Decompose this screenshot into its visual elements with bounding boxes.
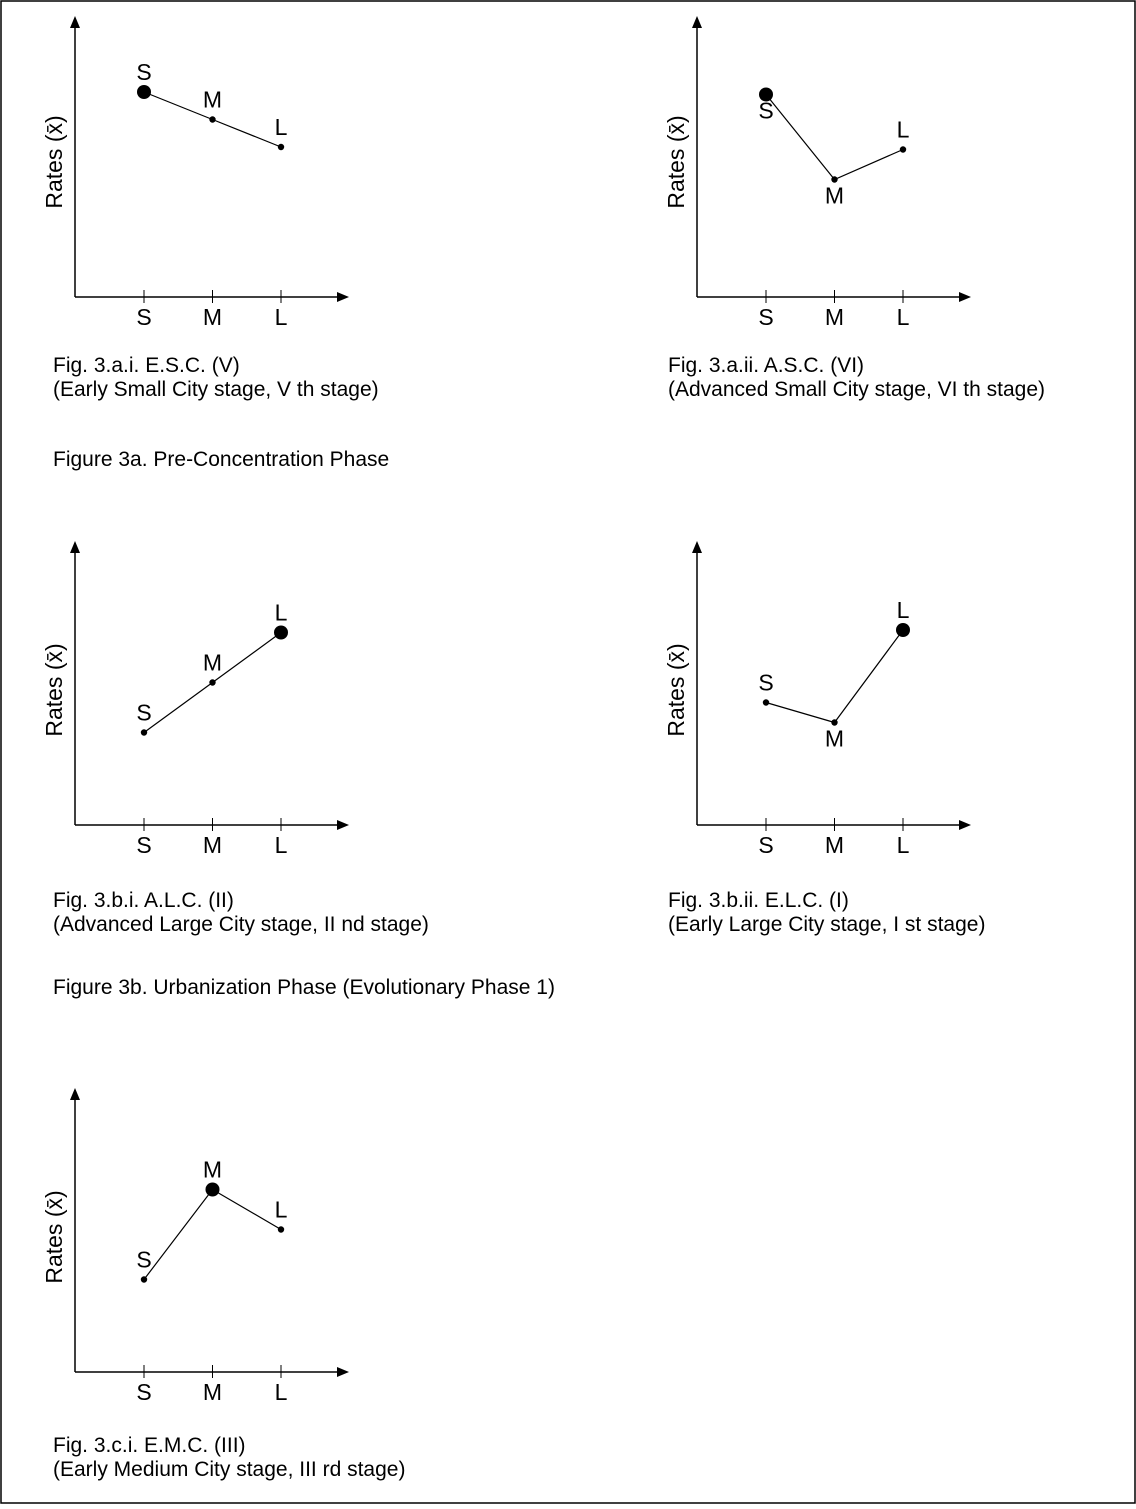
x-tick-label-s: S — [136, 304, 151, 330]
data-point-s — [762, 699, 770, 706]
x-tick-label-l: L — [275, 832, 288, 858]
data-point-s — [140, 729, 148, 736]
caption-title: Fig. 3.a.i. E.S.C. (V) — [53, 354, 240, 377]
y-axis-arrow — [692, 16, 702, 28]
x-tick-label-l: L — [275, 1379, 288, 1405]
point-label-m: M — [825, 726, 844, 752]
caption-title: Fig. 3.b.ii. E.L.C. (I) — [668, 889, 849, 912]
figure-caption-4: Fig. 3.b.ii. E.L.C. (I) (Early Large City… — [668, 889, 985, 937]
y-axis-arrow — [70, 16, 80, 28]
figure-caption-3: Fig. 3.b.i. A.L.C. (II) (Advanced Large C… — [53, 889, 429, 937]
point-label-l: L — [275, 1197, 288, 1223]
series-line — [143, 1188, 282, 1280]
point-label-m: M — [203, 87, 222, 113]
point-label-s: S — [758, 98, 773, 124]
x-tick-label-m: M — [203, 832, 222, 858]
data-point-m — [831, 176, 838, 183]
caption-title: Fig. 3.a.ii. A.S.C. (VI) — [668, 354, 865, 377]
chart-panel-4: Rates (x̄) S M L S M L — [663, 541, 971, 858]
x-axis-arrow — [959, 292, 971, 302]
caption-subtitle: (Advanced Small City stage, VI th stage) — [668, 378, 1046, 401]
point-label-m: M — [825, 183, 844, 209]
data-point-m — [209, 116, 216, 123]
data-point-s — [137, 85, 151, 99]
x-tick-label-s: S — [758, 304, 773, 330]
x-axis-arrow — [337, 292, 349, 302]
point-label-s: S — [136, 59, 151, 85]
y-axis-arrow — [692, 541, 702, 553]
point-label-l: L — [275, 114, 288, 140]
data-point-m — [205, 1182, 220, 1197]
phase-title-3a: Figure 3a. Pre-Concentration Phase — [53, 448, 390, 471]
point-label-s: S — [136, 1247, 151, 1273]
figure-caption-1: Fig. 3.a.i. E.S.C. (V) (Early Small City … — [53, 354, 379, 402]
data-point-l — [274, 625, 288, 640]
series-line — [765, 94, 904, 181]
data-point-m — [209, 679, 216, 686]
x-tick-label-s: S — [136, 832, 151, 858]
x-tick-label-m: M — [203, 1379, 222, 1405]
phase-title-3b: Figure 3b. Urbanization Phase (Evolution… — [53, 976, 555, 999]
x-tick-label-m: M — [203, 304, 222, 330]
caption-subtitle: (Advanced Large City stage, II nd stage) — [53, 913, 429, 936]
x-axis-arrow — [337, 820, 349, 830]
caption-title: Fig. 3.b.i. A.L.C. (II) — [53, 889, 234, 912]
x-tick-label-l: L — [897, 832, 910, 858]
x-tick-label-m: M — [825, 832, 844, 858]
x-tick-label-s: S — [136, 1379, 151, 1405]
data-point-s — [140, 1276, 148, 1283]
figure-caption-5: Fig. 3.c.i. E.M.C. (III) (Early Medium Ci… — [53, 1434, 405, 1482]
y-axis-label: Rates (x̄) — [41, 115, 67, 208]
y-axis-arrow — [70, 1088, 80, 1100]
x-axis-arrow — [337, 1367, 349, 1377]
caption-subtitle: (Early Small City stage, V th stage) — [53, 378, 379, 401]
caption-subtitle: (Early Large City stage, I st stage) — [668, 913, 986, 936]
data-point-l — [277, 143, 285, 151]
data-point-s — [759, 87, 773, 102]
x-tick-label-l: L — [897, 304, 910, 330]
data-point-l — [899, 146, 907, 153]
series-line — [765, 629, 904, 724]
figure-caption-2: Fig. 3.a.ii. A.S.C. (VI) (Advanced Small … — [668, 354, 1045, 402]
x-axis-arrow — [959, 820, 971, 830]
caption-subtitle: (Early Medium City stage, III rd stage) — [53, 1458, 406, 1481]
y-axis-arrow — [70, 541, 80, 553]
point-label-l: L — [897, 117, 910, 143]
point-label-l: L — [275, 600, 288, 626]
point-label-m: M — [203, 1157, 222, 1183]
x-tick-label-s: S — [758, 832, 773, 858]
y-axis-label: Rates (x̄) — [663, 115, 689, 208]
data-point-m — [831, 719, 838, 726]
chart-panel-3: Rates (x̄) S M L S M L — [41, 541, 349, 858]
y-axis-label: Rates (x̄) — [663, 643, 689, 736]
y-axis-label: Rates (x̄) — [41, 1190, 67, 1283]
x-tick-label-m: M — [825, 304, 844, 330]
point-label-s: S — [758, 670, 773, 696]
y-axis-label: Rates (x̄) — [41, 643, 67, 736]
point-label-m: M — [203, 650, 222, 676]
x-tick-label-l: L — [275, 304, 288, 330]
data-point-l — [896, 623, 910, 637]
point-label-l: L — [897, 597, 910, 623]
chart-panel-2: Rates (x̄) S M L S M L — [663, 16, 971, 330]
chart-panel-5: Rates (x̄) S M L S M L — [41, 1088, 349, 1405]
point-label-s: S — [136, 700, 151, 726]
data-point-l — [277, 1226, 285, 1233]
caption-title: Fig. 3.c.i. E.M.C. (III) — [53, 1434, 246, 1457]
chart-panel-1: Rates (x̄) S M L S M L — [41, 16, 349, 330]
